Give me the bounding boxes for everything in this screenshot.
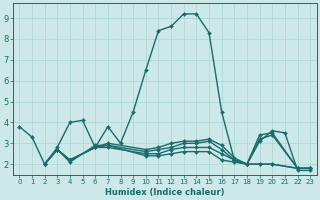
X-axis label: Humidex (Indice chaleur): Humidex (Indice chaleur) [105, 188, 225, 197]
